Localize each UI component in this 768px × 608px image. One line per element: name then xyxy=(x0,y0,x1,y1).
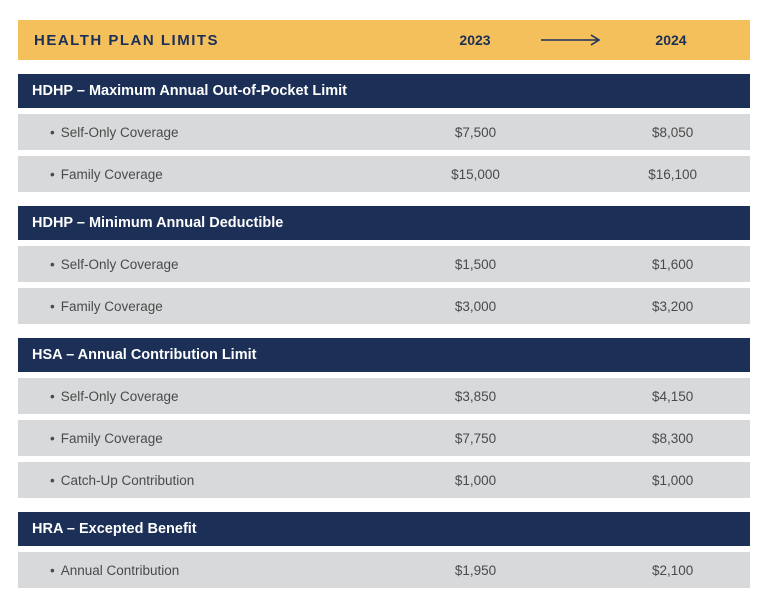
table-row: • Family Coverage $3,000 $3,200 xyxy=(18,288,750,324)
value-2023: $7,500 xyxy=(412,125,539,140)
row-label-text: Self-Only Coverage xyxy=(61,125,179,140)
row-label: • Family Coverage xyxy=(32,299,412,314)
bullet-icon: • xyxy=(50,257,55,272)
bullet-icon: • xyxy=(50,431,55,446)
value-2024: $8,300 xyxy=(609,431,736,446)
table-row: • Self-Only Coverage $3,850 $4,150 xyxy=(18,378,750,414)
row-label: • Catch-Up Contribution xyxy=(32,473,412,488)
value-2024: $1,600 xyxy=(609,257,736,272)
section-header: HRA – Excepted Benefit xyxy=(18,512,750,546)
bullet-icon: • xyxy=(50,563,55,578)
row-label-text: Annual Contribution xyxy=(61,563,180,578)
value-2023: $1,950 xyxy=(412,563,539,578)
value-2024: $3,200 xyxy=(609,299,736,314)
title-bar: HEALTH PLAN LIMITS 2023 2024 xyxy=(18,20,750,60)
bullet-icon: • xyxy=(50,473,55,488)
table-row: • Catch-Up Contribution $1,000 $1,000 xyxy=(18,462,750,498)
bullet-icon: • xyxy=(50,167,55,182)
row-label: • Annual Contribution xyxy=(32,563,412,578)
value-2023: $3,000 xyxy=(412,299,539,314)
row-label: • Family Coverage xyxy=(32,431,412,446)
row-label: • Family Coverage xyxy=(32,167,412,182)
value-2023: $1,500 xyxy=(412,257,539,272)
table-row: • Family Coverage $7,750 $8,300 xyxy=(18,420,750,456)
value-2023: $7,750 xyxy=(412,431,539,446)
value-2024: $4,150 xyxy=(609,389,736,404)
table-row: • Annual Contribution $1,950 $2,100 xyxy=(18,552,750,588)
value-2024: $1,000 xyxy=(609,473,736,488)
value-2024: $8,050 xyxy=(609,125,736,140)
page-title: HEALTH PLAN LIMITS xyxy=(34,32,412,49)
value-2024: $2,100 xyxy=(609,563,736,578)
row-label: • Self-Only Coverage xyxy=(32,125,412,140)
value-2023: $1,000 xyxy=(412,473,539,488)
section-header: HSA – Annual Contribution Limit xyxy=(18,338,750,372)
row-label: • Self-Only Coverage xyxy=(32,257,412,272)
row-label-text: Family Coverage xyxy=(61,299,163,314)
year-to: 2024 xyxy=(608,32,734,48)
bullet-icon: • xyxy=(50,125,55,140)
arrow-icon xyxy=(538,34,608,46)
section-header: HDHP – Minimum Annual Deductible xyxy=(18,206,750,240)
row-label-text: Self-Only Coverage xyxy=(61,389,179,404)
value-2024: $16,100 xyxy=(609,167,736,182)
section-header: HDHP – Maximum Annual Out-of-Pocket Limi… xyxy=(18,74,750,108)
value-2023: $3,850 xyxy=(412,389,539,404)
row-label-text: Self-Only Coverage xyxy=(61,257,179,272)
row-label: • Self-Only Coverage xyxy=(32,389,412,404)
table-row: • Family Coverage $15,000 $16,100 xyxy=(18,156,750,192)
table-row: • Self-Only Coverage $7,500 $8,050 xyxy=(18,114,750,150)
row-label-text: Family Coverage xyxy=(61,167,163,182)
sections-container: HDHP – Maximum Annual Out-of-Pocket Limi… xyxy=(18,60,750,588)
table-row: • Self-Only Coverage $1,500 $1,600 xyxy=(18,246,750,282)
value-2023: $15,000 xyxy=(412,167,539,182)
bullet-icon: • xyxy=(50,299,55,314)
year-from: 2023 xyxy=(412,32,538,48)
row-label-text: Catch-Up Contribution xyxy=(61,473,195,488)
row-label-text: Family Coverage xyxy=(61,431,163,446)
bullet-icon: • xyxy=(50,389,55,404)
